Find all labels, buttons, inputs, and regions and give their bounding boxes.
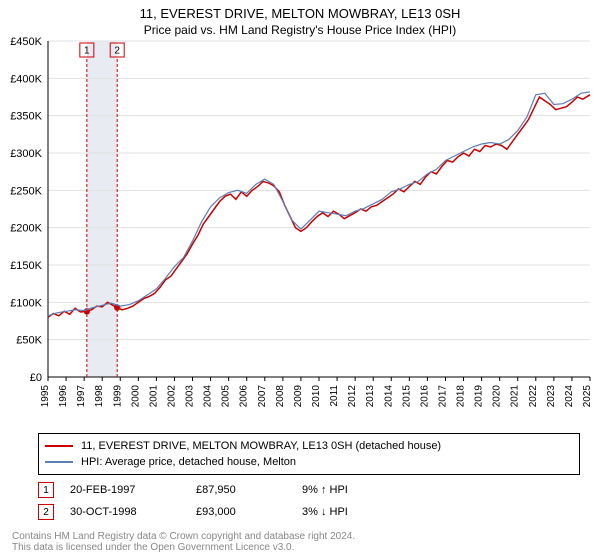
svg-text:1996: 1996 <box>58 385 69 408</box>
footer-line-2: This data is licensed under the Open Gov… <box>12 542 588 553</box>
svg-text:1998: 1998 <box>94 385 105 408</box>
svg-text:£100K: £100K <box>10 297 42 309</box>
legend-box: 11, EVEREST DRIVE, MELTON MOWBRAY, LE13 … <box>38 433 580 475</box>
svg-text:1995: 1995 <box>40 385 51 408</box>
legend-label: 11, EVEREST DRIVE, MELTON MOWBRAY, LE13 … <box>81 440 441 452</box>
svg-text:£200K: £200K <box>10 223 42 235</box>
legend-item: HPI: Average price, detached house, Melt… <box>45 454 573 470</box>
event-marker-icon: 2 <box>38 504 54 520</box>
svg-text:2018: 2018 <box>456 385 467 408</box>
svg-text:2006: 2006 <box>239 385 250 408</box>
svg-text:2016: 2016 <box>419 385 430 408</box>
svg-text:2015: 2015 <box>401 385 412 408</box>
svg-text:£300K: £300K <box>10 148 42 160</box>
chart-svg: £0 £50K £100K £150K £200K £250K £300K £350K £400… <box>0 37 600 427</box>
svg-text:2012: 2012 <box>347 385 358 408</box>
title-primary: 11, EVEREST DRIVE, MELTON MOWBRAY, LE13 … <box>0 6 600 21</box>
svg-text:2020: 2020 <box>492 385 503 408</box>
footer-line-1: Contains HM Land Registry data © Crown c… <box>12 531 588 542</box>
svg-text:£400K: £400K <box>10 73 42 85</box>
legend-swatch <box>45 445 73 447</box>
svg-text:£0: £0 <box>30 372 42 384</box>
svg-text:2019: 2019 <box>474 385 485 408</box>
svg-text:£250K: £250K <box>10 185 42 197</box>
event-delta: 3% ↓ HPI <box>302 506 348 518</box>
event-date: 30-OCT-1998 <box>70 506 180 518</box>
svg-text:2000: 2000 <box>130 385 141 408</box>
svg-text:2017: 2017 <box>437 385 448 408</box>
svg-text:2021: 2021 <box>510 385 521 408</box>
svg-text:2005: 2005 <box>221 385 232 408</box>
svg-text:2014: 2014 <box>383 385 394 408</box>
svg-text:2001: 2001 <box>148 385 159 408</box>
event-price: £87,950 <box>196 484 286 496</box>
legend-swatch <box>45 461 73 463</box>
svg-text:£150K: £150K <box>10 260 42 272</box>
svg-text:2: 2 <box>114 46 120 57</box>
svg-text:2004: 2004 <box>203 385 214 408</box>
event-marker-icon: 1 <box>38 482 54 498</box>
svg-text:2009: 2009 <box>293 385 304 408</box>
chart-titles: 11, EVEREST DRIVE, MELTON MOWBRAY, LE13 … <box>0 0 600 37</box>
event-price: £93,000 <box>196 506 286 518</box>
svg-text:2023: 2023 <box>546 385 557 408</box>
chart-plot: £0 £50K £100K £150K £200K £250K £300K £350K £400… <box>0 37 600 427</box>
legend-label: HPI: Average price, detached house, Melt… <box>81 456 296 468</box>
title-secondary: Price paid vs. HM Land Registry's House … <box>0 23 600 37</box>
event-row: 2 30-OCT-1998 £93,000 3% ↓ HPI <box>38 501 580 523</box>
svg-text:2002: 2002 <box>166 385 177 408</box>
svg-text:2025: 2025 <box>582 385 593 408</box>
svg-text:£350K: £350K <box>10 111 42 123</box>
event-date: 20-FEB-1997 <box>70 484 180 496</box>
event-list: 1 20-FEB-1997 £87,950 9% ↑ HPI 2 30-OCT-1998 £… <box>38 479 580 523</box>
svg-text:2011: 2011 <box>329 385 340 407</box>
svg-text:2024: 2024 <box>564 385 575 408</box>
svg-text:2008: 2008 <box>275 385 286 408</box>
svg-text:2003: 2003 <box>185 385 196 408</box>
event-delta: 9% ↑ HPI <box>302 484 348 496</box>
footer-attribution: Contains HM Land Registry data © Crown c… <box>12 531 588 553</box>
svg-text:2007: 2007 <box>257 385 268 408</box>
svg-text:2022: 2022 <box>528 385 539 408</box>
svg-text:1: 1 <box>84 46 90 57</box>
chart-container: 11, EVEREST DRIVE, MELTON MOWBRAY, LE13 … <box>0 0 600 553</box>
svg-text:2010: 2010 <box>311 385 322 408</box>
svg-text:£50K: £50K <box>16 335 42 347</box>
svg-text:2013: 2013 <box>365 385 376 408</box>
legend-item: 11, EVEREST DRIVE, MELTON MOWBRAY, LE13 … <box>45 438 573 454</box>
event-row: 1 20-FEB-1997 £87,950 9% ↑ HPI <box>38 479 580 501</box>
svg-text:£450K: £450K <box>10 37 42 48</box>
svg-text:1997: 1997 <box>76 385 87 408</box>
svg-text:1999: 1999 <box>112 385 123 408</box>
